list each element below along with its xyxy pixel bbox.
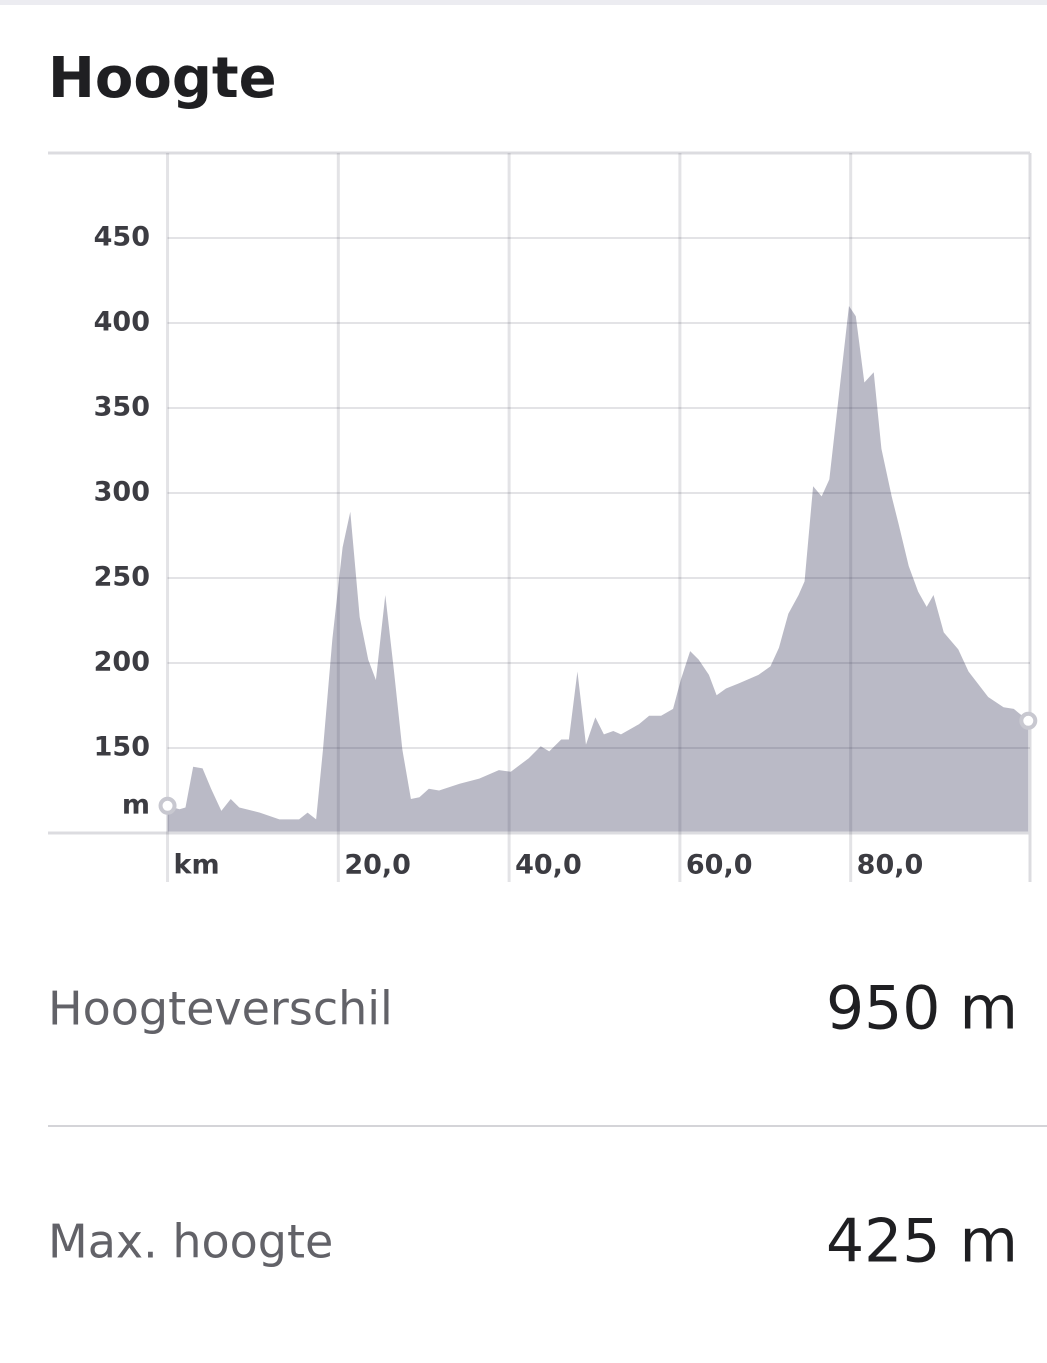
y-tick-label: 350 bbox=[94, 392, 150, 423]
chart: 150 200 250 300 350 400 450 km 20,0 40,0 60,0 80,0 m bbox=[48, 151, 1038, 882]
stat-label: Max. hoogte bbox=[48, 1215, 333, 1269]
x-tick-label: 60,0 bbox=[686, 850, 753, 881]
y-axis-label: m bbox=[122, 790, 150, 821]
stat-label: Hoogteverschil bbox=[48, 982, 393, 1036]
x-tick-label: km bbox=[174, 850, 220, 881]
x-tick-label: 80,0 bbox=[857, 850, 924, 881]
x-tick-label: 20,0 bbox=[344, 850, 411, 881]
elevation-area bbox=[167, 306, 1029, 833]
stat-value: 950 m bbox=[826, 974, 1018, 1044]
stat-value: 425 m bbox=[826, 1207, 1018, 1277]
section-title: Hoogte bbox=[48, 46, 277, 111]
y-tick-label: 400 bbox=[94, 307, 150, 338]
y-tick-label: 250 bbox=[94, 562, 150, 593]
top-band bbox=[0, 0, 1047, 5]
y-tick-label: 450 bbox=[94, 222, 150, 253]
endpoint-marker bbox=[1019, 711, 1038, 730]
x-tick-label: 40,0 bbox=[515, 850, 582, 881]
endpoint-marker bbox=[158, 796, 177, 815]
y-tick-label: 200 bbox=[94, 647, 150, 678]
y-tick-label: 300 bbox=[94, 477, 150, 508]
y-tick-label: 150 bbox=[94, 732, 150, 763]
